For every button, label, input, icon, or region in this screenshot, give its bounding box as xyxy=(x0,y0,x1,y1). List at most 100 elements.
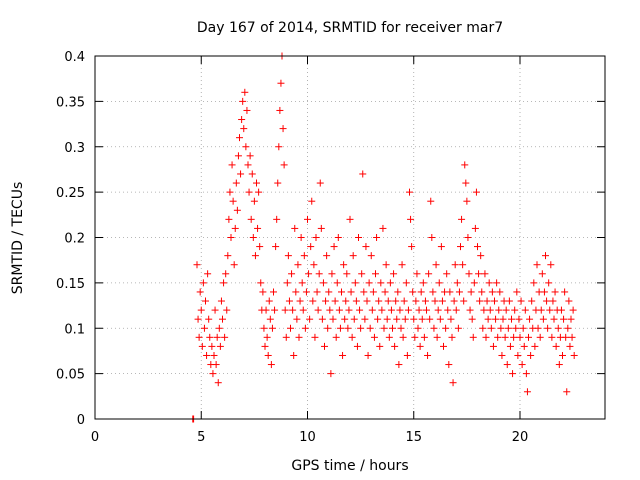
data-point xyxy=(380,324,388,332)
data-point xyxy=(210,351,218,359)
data-point xyxy=(449,379,457,387)
data-point xyxy=(474,243,481,251)
data-point xyxy=(343,270,351,278)
data-point xyxy=(487,324,495,332)
data-point xyxy=(246,152,254,160)
data-point xyxy=(542,252,549,260)
data-point xyxy=(239,97,247,105)
data-point xyxy=(227,234,235,241)
data-point xyxy=(538,270,546,278)
data-point xyxy=(268,324,276,332)
data-point xyxy=(471,224,479,232)
data-point xyxy=(477,252,485,260)
data-point xyxy=(305,270,313,278)
data-point xyxy=(544,324,552,332)
data-point xyxy=(329,315,337,323)
data-point xyxy=(257,279,265,287)
data-point xyxy=(476,297,484,305)
data-point xyxy=(468,315,476,323)
data-point xyxy=(214,379,222,387)
data-point xyxy=(569,306,577,314)
data-point xyxy=(443,270,451,278)
data-point xyxy=(233,206,241,214)
data-point xyxy=(458,215,466,223)
data-point xyxy=(496,288,504,296)
data-point xyxy=(219,315,226,323)
data-point xyxy=(433,333,441,341)
data-point xyxy=(341,315,349,323)
data-point xyxy=(318,315,326,323)
data-point xyxy=(253,179,260,187)
data-point xyxy=(426,315,434,323)
data-point xyxy=(280,161,288,169)
data-point xyxy=(464,234,472,241)
y-tick-label: 0.2 xyxy=(64,232,85,247)
data-point xyxy=(437,243,445,251)
data-point xyxy=(247,215,255,223)
data-point xyxy=(198,342,206,350)
data-point xyxy=(195,333,203,341)
x-tick-label: 20 xyxy=(512,430,529,445)
data-point xyxy=(378,306,386,314)
data-point xyxy=(272,243,280,251)
data-point xyxy=(424,351,432,359)
y-tick-label: 0.1 xyxy=(64,322,85,337)
data-point xyxy=(493,279,501,287)
data-point xyxy=(377,279,385,287)
data-point xyxy=(472,188,480,196)
data-point xyxy=(489,342,497,350)
data-point xyxy=(446,288,454,296)
data-point xyxy=(550,315,558,323)
data-point xyxy=(416,342,424,350)
data-point xyxy=(453,279,461,287)
data-point xyxy=(410,315,418,323)
data-point xyxy=(275,143,283,151)
data-point xyxy=(522,370,530,378)
data-point xyxy=(344,324,352,332)
data-point xyxy=(549,297,557,305)
data-point xyxy=(421,297,429,305)
data-point xyxy=(514,351,522,359)
data-point xyxy=(417,288,425,296)
data-point xyxy=(459,261,467,269)
data-point xyxy=(237,170,245,178)
data-point xyxy=(271,306,279,314)
data-point xyxy=(406,188,413,196)
data-point xyxy=(297,234,305,241)
x-tick-label: 15 xyxy=(405,430,422,445)
data-point xyxy=(293,315,301,323)
data-point xyxy=(260,324,268,332)
data-point xyxy=(412,297,420,305)
data-point xyxy=(351,279,359,287)
data-point xyxy=(526,315,534,323)
data-point xyxy=(457,243,464,251)
data-point xyxy=(423,306,430,314)
data-point xyxy=(450,297,458,305)
data-point xyxy=(395,361,403,369)
data-point xyxy=(277,79,285,87)
data-point xyxy=(480,306,488,314)
data-point xyxy=(296,297,304,305)
data-point xyxy=(393,315,401,323)
data-point xyxy=(501,333,509,341)
x-tick-label: 5 xyxy=(197,430,205,445)
data-point xyxy=(404,306,412,314)
data-point xyxy=(315,270,323,278)
data-point xyxy=(294,261,302,269)
data-point xyxy=(368,306,376,314)
data-point xyxy=(567,315,575,323)
data-point xyxy=(309,297,317,305)
data-point xyxy=(376,342,384,350)
data-point xyxy=(497,324,505,332)
data-point xyxy=(518,361,526,369)
data-point xyxy=(484,315,492,323)
data-point xyxy=(429,288,437,296)
data-point xyxy=(345,306,353,314)
data-point xyxy=(255,188,263,196)
data-point xyxy=(364,351,372,359)
data-point xyxy=(220,279,228,287)
chart-title: Day 167 of 2014, SRMTID for receiver mar… xyxy=(197,20,503,36)
data-point xyxy=(382,261,390,269)
data-point xyxy=(326,306,334,314)
data-point xyxy=(336,324,344,332)
